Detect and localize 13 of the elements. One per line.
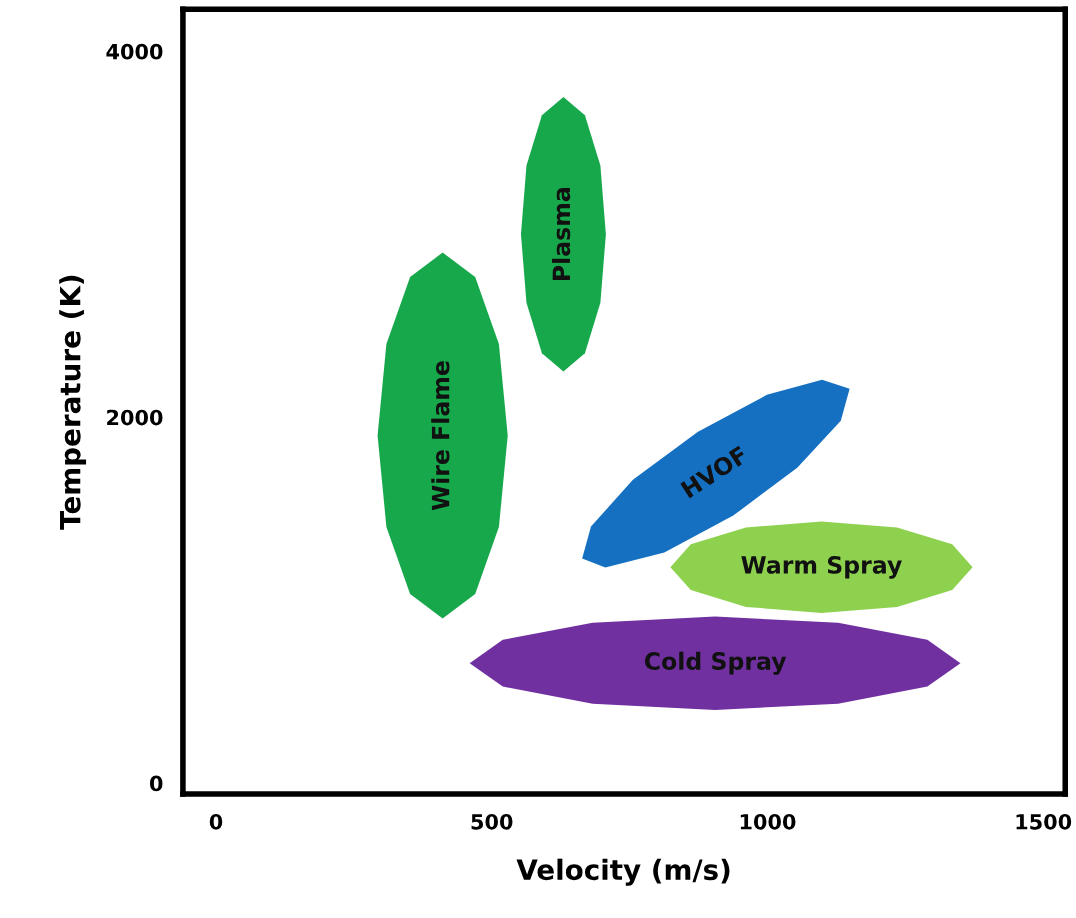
series-label: Cold Spray <box>644 651 787 675</box>
series-label: Wire Flame <box>431 361 450 511</box>
x-tick-label: 500 <box>471 813 513 830</box>
series-label: Plasma <box>551 188 571 281</box>
series-label: Warm Spray <box>741 556 902 579</box>
y-tick-label: 4000 <box>106 43 163 60</box>
x-axis-title: Velocity (m/s) <box>516 858 730 886</box>
x-tick-label: 0 <box>209 813 223 830</box>
y-tick-label: 2000 <box>107 409 163 426</box>
x-tick-label: 1500 <box>1016 813 1072 830</box>
x-tick-label: 1000 <box>740 813 796 830</box>
y-tick-label: 0 <box>149 775 163 792</box>
y-axis-title: Temperature (K) <box>59 275 87 530</box>
